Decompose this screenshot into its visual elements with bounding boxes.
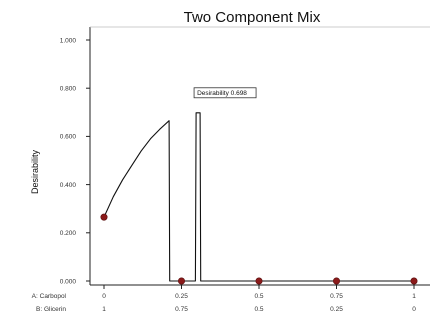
design-point xyxy=(178,277,186,285)
x-axis-name: B: Glicerin xyxy=(36,306,66,313)
desirability-line xyxy=(103,112,414,282)
design-point xyxy=(410,277,418,285)
y-tick-label: 1.000 xyxy=(60,37,77,44)
design-point xyxy=(332,277,340,285)
annotation-box xyxy=(193,87,257,99)
x-ticks: A: Carbopol 0 0.25 0.5 0.75 1 B: Glicerin 1 0.75… xyxy=(32,285,416,313)
y-tick-label: 0.000 xyxy=(60,278,77,285)
plot-frame xyxy=(89,26,430,286)
x-tick-label: 0.75 xyxy=(175,306,188,313)
chart-title: Two Component Mix xyxy=(184,9,321,26)
design-point xyxy=(100,213,108,221)
y-ticks: 0.000 0.200 0.400 0.600 0.800 1.000 xyxy=(60,37,90,285)
y-tick-label: 0.800 xyxy=(60,86,77,93)
x-tick-label: 0.25 xyxy=(175,293,188,300)
x-tick-label: 0.75 xyxy=(330,293,343,300)
x-tick-label: 1 xyxy=(102,306,106,313)
x-axis-name: A: Carbopol xyxy=(32,293,67,300)
y-tick-label: 0.200 xyxy=(60,230,77,237)
x-tick-label: 0.25 xyxy=(330,306,343,313)
y-tick-label: 0.400 xyxy=(60,182,77,189)
annotation-layer: Desirability 0.698 xyxy=(193,87,257,99)
annotation-text: Desirability 0.698 xyxy=(197,90,247,97)
x-tick-label: 0.5 xyxy=(254,306,263,313)
y-axis-label: Desirability xyxy=(30,149,40,194)
series-layer xyxy=(103,112,414,282)
x-tick-label: 0 xyxy=(102,293,106,300)
design-point xyxy=(255,277,263,285)
design-points xyxy=(100,213,418,285)
x-tick-label: 1 xyxy=(412,293,416,300)
y-tick-label: 0.600 xyxy=(60,134,77,141)
x-tick-label: 0 xyxy=(412,306,416,313)
x-tick-label: 0.5 xyxy=(254,293,263,300)
